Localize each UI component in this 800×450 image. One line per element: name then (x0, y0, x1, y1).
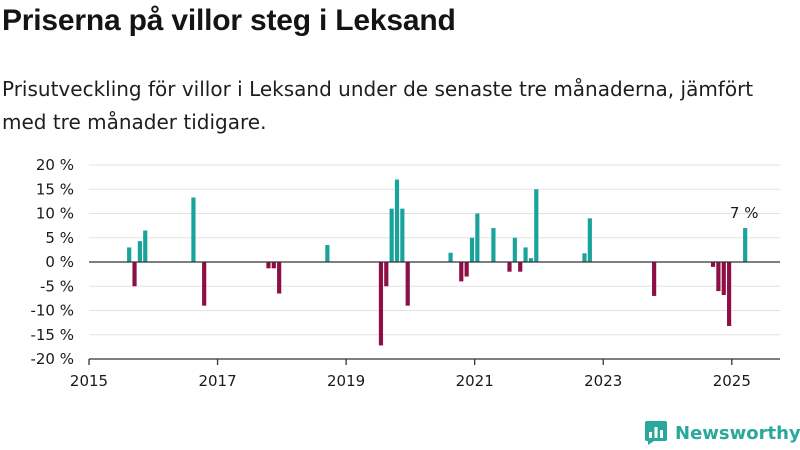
bar (459, 262, 464, 282)
bar (721, 262, 726, 295)
y-tick-label: -5 % (40, 277, 74, 295)
bar (405, 262, 410, 306)
bar (127, 247, 132, 262)
x-tick-label: 2015 (70, 372, 108, 390)
bar (469, 237, 475, 262)
bar (448, 252, 453, 262)
bar (389, 208, 394, 262)
bar (191, 197, 196, 262)
chart-subtitle: Prisutveckling för villor i Leksand unde… (2, 77, 754, 134)
bar (507, 262, 512, 272)
value-annotation: 7 % (730, 204, 759, 222)
bar (652, 262, 657, 296)
y-tick-label: 15 % (36, 180, 74, 198)
bar (710, 262, 716, 267)
bar (384, 262, 389, 287)
x-tick-label: 2025 (713, 372, 751, 390)
bar (534, 189, 539, 262)
y-tick-label: -15 % (30, 326, 74, 344)
bar (325, 245, 330, 262)
bar (271, 262, 276, 269)
bar (394, 179, 400, 262)
bar (491, 228, 496, 262)
bar (587, 218, 592, 262)
bar (400, 208, 405, 262)
y-tick-label: 5 % (45, 229, 74, 247)
bar (743, 228, 748, 262)
bar (528, 258, 534, 262)
x-tick-label: 2019 (327, 372, 365, 390)
bar (266, 262, 271, 269)
bar (378, 262, 384, 346)
bar (137, 241, 142, 262)
bar (512, 237, 517, 262)
bar (518, 262, 523, 272)
x-tick-label: 2023 (584, 372, 622, 390)
y-tick-label: 20 % (36, 156, 74, 174)
newsworthy-brand[interactable]: Newsworthy (644, 419, 800, 447)
bar (202, 262, 207, 306)
x-tick-label: 2017 (198, 372, 236, 390)
x-tick-label: 2021 (456, 372, 494, 390)
bar (716, 262, 721, 292)
newsworthy-logo-icon (645, 421, 667, 445)
y-tick-label: 0 % (45, 253, 74, 271)
bar (727, 262, 732, 327)
bar (523, 247, 528, 262)
bar (464, 262, 469, 277)
bar (143, 230, 148, 262)
bar (277, 262, 282, 294)
bar (582, 253, 587, 262)
y-tick-label: 10 % (36, 205, 74, 223)
chart-title: Priserna på villor steg i Leksand (2, 4, 456, 37)
y-tick-label: -20 % (30, 350, 74, 368)
y-tick-label: -10 % (30, 302, 74, 320)
bar (475, 213, 480, 262)
brand-name: Newsworthy (675, 422, 800, 444)
bar (132, 262, 137, 287)
